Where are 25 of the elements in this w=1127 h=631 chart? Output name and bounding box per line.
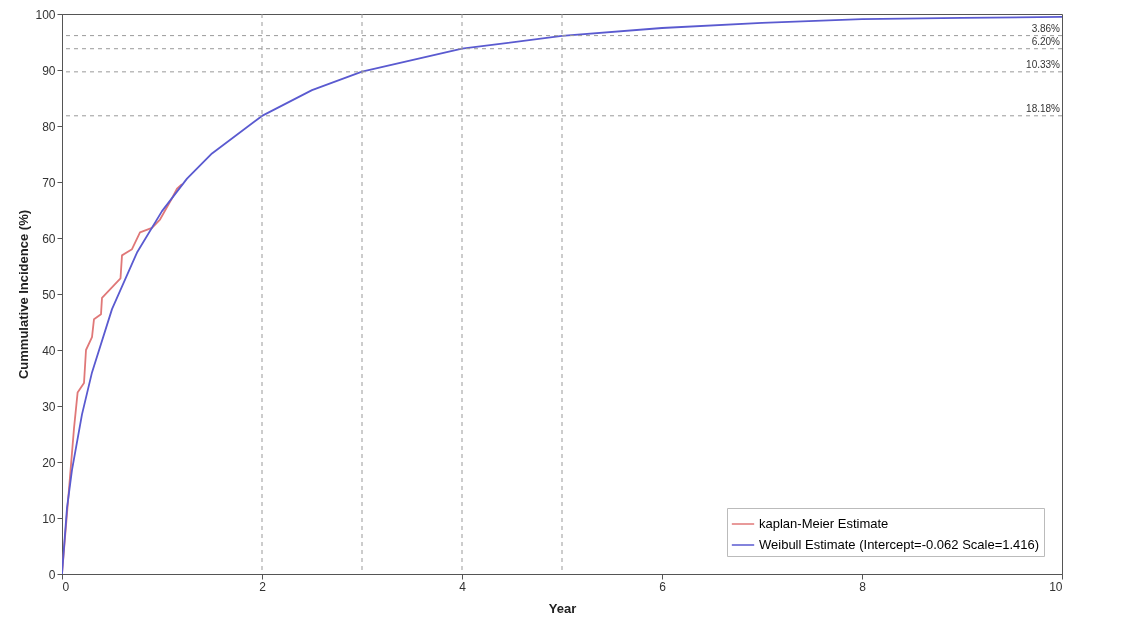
x-tick-label: 6 (659, 579, 667, 594)
y-tick-label: 100 (35, 7, 56, 22)
y-tick-label: 90 (42, 63, 56, 78)
x-tick-label: 2 (259, 579, 267, 594)
y-tick-label: 60 (42, 231, 56, 246)
x-axis-title: Year (548, 600, 577, 616)
x-tick-label: 4 (459, 579, 467, 594)
y-tick-label: 40 (42, 343, 56, 358)
y-tick-label: 30 (42, 399, 56, 414)
x-tick-label: 8 (859, 579, 867, 594)
y-tick-label: 20 (42, 455, 56, 470)
y-tick-label: 0 (48, 567, 56, 582)
y-tick-label: 70 (42, 175, 56, 190)
y-tick-label: 50 (42, 287, 56, 302)
annotation: 18.18% (1026, 102, 1061, 114)
legend-label: kaplan-Meier Estimate (759, 516, 889, 531)
annotation: 10.33% (1026, 58, 1061, 70)
x-tick-label: 0 (62, 579, 70, 594)
annotation: 3.86% (1031, 22, 1061, 34)
y-tick-label: 10 (42, 511, 56, 526)
legend-label: Weibull Estimate (Intercept=-0.062 Scale=1.416) (759, 537, 1040, 552)
annotation: 6.20% (1031, 35, 1061, 47)
y-tick-label: 80 (42, 119, 56, 134)
y-axis-title: Cummulative Incidence (%) (16, 209, 32, 380)
x-tick-label: 10 (1049, 579, 1063, 594)
